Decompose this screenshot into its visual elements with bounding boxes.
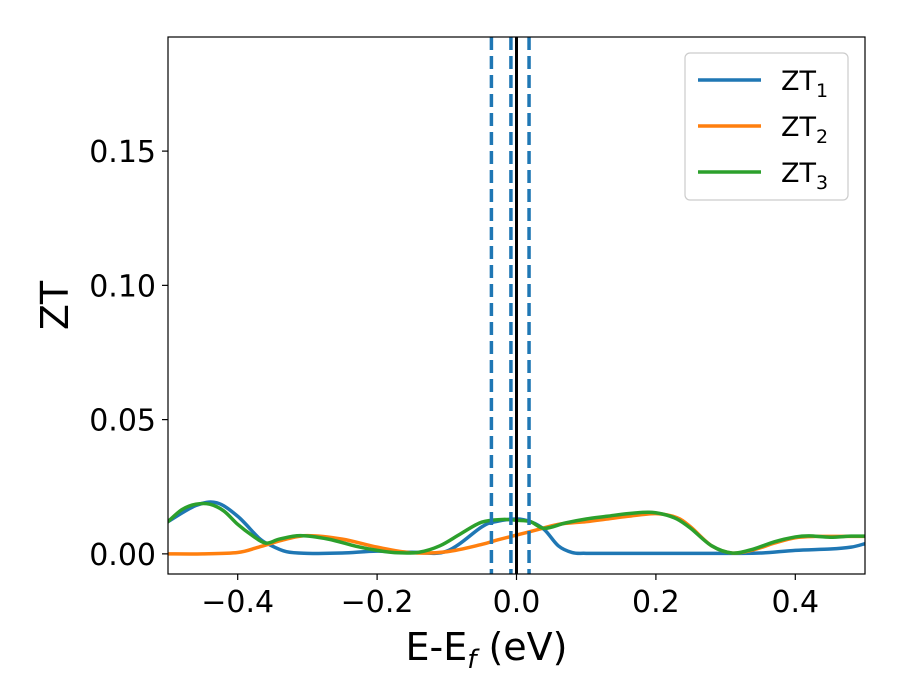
legend-label-zt1: ZT1 — [781, 66, 828, 102]
legend: ZT1 ZT2 ZT3 — [684, 52, 849, 201]
x-axis: −0.4 −0.2 0.0 0.2 0.4 — [201, 574, 819, 620]
legend-label-zt2: ZT2 — [781, 112, 828, 148]
y-tick-label: 0.10 — [89, 269, 156, 304]
legend-box — [684, 52, 849, 201]
y-tick-label: 0.05 — [89, 404, 156, 439]
legend-label-zt3: ZT3 — [781, 158, 828, 194]
y-tick-label: 0.15 — [89, 135, 156, 170]
x-axis-label-main: E-E — [406, 625, 468, 669]
x-tick-label: 0.0 — [493, 585, 541, 620]
x-tick-label: −0.2 — [341, 585, 414, 620]
reference-lines — [489, 37, 531, 574]
y-tick-label: 0.00 — [89, 538, 156, 573]
x-tick-label: −0.4 — [201, 585, 274, 620]
y-axis: 0.00 0.05 0.10 0.15 — [89, 135, 168, 573]
x-tick-label: 0.2 — [632, 585, 680, 620]
y-axis-label: ZT — [33, 280, 77, 330]
x-axis-label: E-Ef (eV) — [406, 625, 568, 675]
x-tick-label: 0.4 — [771, 585, 819, 620]
x-axis-label-unit: (eV) — [476, 625, 567, 669]
